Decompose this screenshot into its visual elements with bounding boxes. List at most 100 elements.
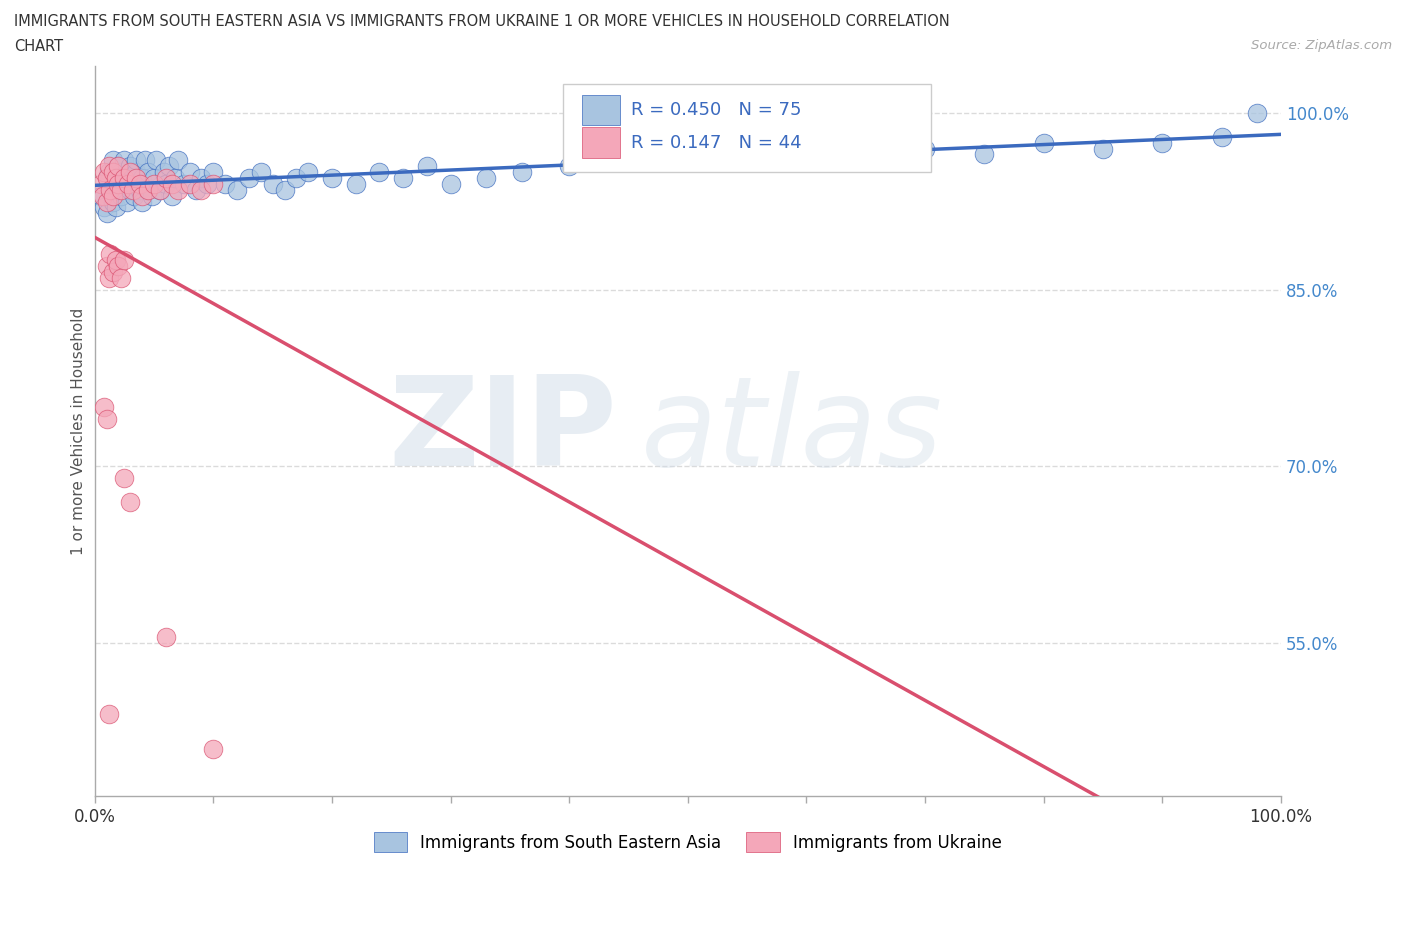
Point	[202, 165, 225, 179]
Point	[105, 253, 128, 268]
Point	[93, 400, 115, 415]
Point	[98, 182, 121, 197]
Point	[97, 159, 120, 174]
Point	[368, 165, 391, 179]
Point	[110, 271, 132, 286]
Point	[101, 265, 124, 280]
Text: Source: ZipAtlas.com: Source: ZipAtlas.com	[1251, 39, 1392, 52]
Point	[197, 177, 219, 192]
Point	[510, 165, 533, 179]
Point	[96, 412, 118, 427]
Text: R = 0.450   N = 75: R = 0.450 N = 75	[631, 101, 801, 119]
Point	[143, 177, 166, 192]
Text: ZIP: ZIP	[388, 370, 617, 492]
Legend: Immigrants from South Eastern Asia, Immigrants from Ukraine: Immigrants from South Eastern Asia, Immi…	[366, 824, 1011, 860]
Point	[914, 141, 936, 156]
Point	[1246, 106, 1268, 121]
Point	[558, 159, 581, 174]
Point	[107, 182, 129, 197]
Point	[136, 182, 159, 197]
Point	[1152, 135, 1174, 150]
Point	[439, 177, 461, 192]
Point	[179, 177, 201, 192]
Point	[392, 170, 415, 185]
Point	[98, 247, 121, 262]
Point	[110, 182, 132, 197]
Point	[184, 182, 207, 197]
Point	[101, 153, 124, 167]
Point	[128, 177, 150, 192]
Point	[136, 182, 159, 197]
Point	[136, 165, 159, 179]
Point	[107, 159, 129, 174]
Point	[101, 165, 124, 179]
Point	[117, 177, 139, 192]
Point	[145, 153, 167, 167]
Point	[475, 170, 498, 185]
Point	[128, 182, 150, 197]
Point	[105, 200, 128, 215]
Point	[273, 182, 295, 197]
Point	[160, 177, 183, 192]
Point	[97, 706, 120, 721]
Point	[120, 494, 142, 509]
Point	[105, 170, 128, 185]
Point	[141, 188, 163, 203]
Point	[112, 253, 135, 268]
Point	[676, 147, 699, 162]
Point	[125, 170, 148, 185]
Point	[97, 271, 120, 286]
Point	[973, 147, 995, 162]
Point	[98, 182, 121, 197]
Point	[166, 153, 188, 167]
Point	[112, 170, 135, 185]
Point	[120, 159, 142, 174]
Point	[107, 177, 129, 192]
Point	[134, 153, 156, 167]
Point	[285, 170, 308, 185]
Point	[96, 206, 118, 220]
Point	[110, 188, 132, 203]
Point	[190, 182, 212, 197]
Point	[249, 165, 271, 179]
Point	[121, 177, 143, 192]
Point	[120, 182, 142, 197]
Y-axis label: 1 or more Vehicles in Household: 1 or more Vehicles in Household	[72, 308, 86, 554]
Point	[112, 177, 135, 192]
Point	[122, 188, 145, 203]
FancyBboxPatch shape	[582, 127, 620, 158]
Point	[96, 259, 118, 273]
Point	[173, 177, 195, 192]
Point	[117, 170, 139, 185]
Point	[214, 177, 236, 192]
Point	[93, 200, 115, 215]
Point	[125, 153, 148, 167]
Text: R = 0.147   N = 44: R = 0.147 N = 44	[631, 134, 801, 152]
Point	[1211, 129, 1233, 144]
Point	[91, 188, 114, 203]
Point	[90, 177, 112, 192]
Point	[202, 741, 225, 756]
Point	[855, 153, 877, 167]
Point	[121, 182, 143, 197]
Text: IMMIGRANTS FROM SOUTH EASTERN ASIA VS IMMIGRANTS FROM UKRAINE 1 OR MORE VEHICLES: IMMIGRANTS FROM SOUTH EASTERN ASIA VS IM…	[14, 14, 950, 29]
Point	[159, 159, 181, 174]
Point	[297, 165, 319, 179]
Point	[107, 159, 129, 174]
Point	[155, 170, 177, 185]
Point	[226, 182, 249, 197]
Point	[1032, 135, 1054, 150]
Point	[96, 170, 118, 185]
FancyBboxPatch shape	[582, 95, 620, 126]
Point	[1092, 141, 1115, 156]
Point	[101, 194, 124, 209]
Point	[143, 170, 166, 185]
Point	[149, 182, 172, 197]
Point	[131, 188, 153, 203]
Point	[416, 159, 439, 174]
Point	[131, 170, 153, 185]
Point	[155, 630, 177, 644]
Text: atlas: atlas	[640, 370, 942, 492]
Point	[179, 165, 201, 179]
Point	[101, 188, 124, 203]
